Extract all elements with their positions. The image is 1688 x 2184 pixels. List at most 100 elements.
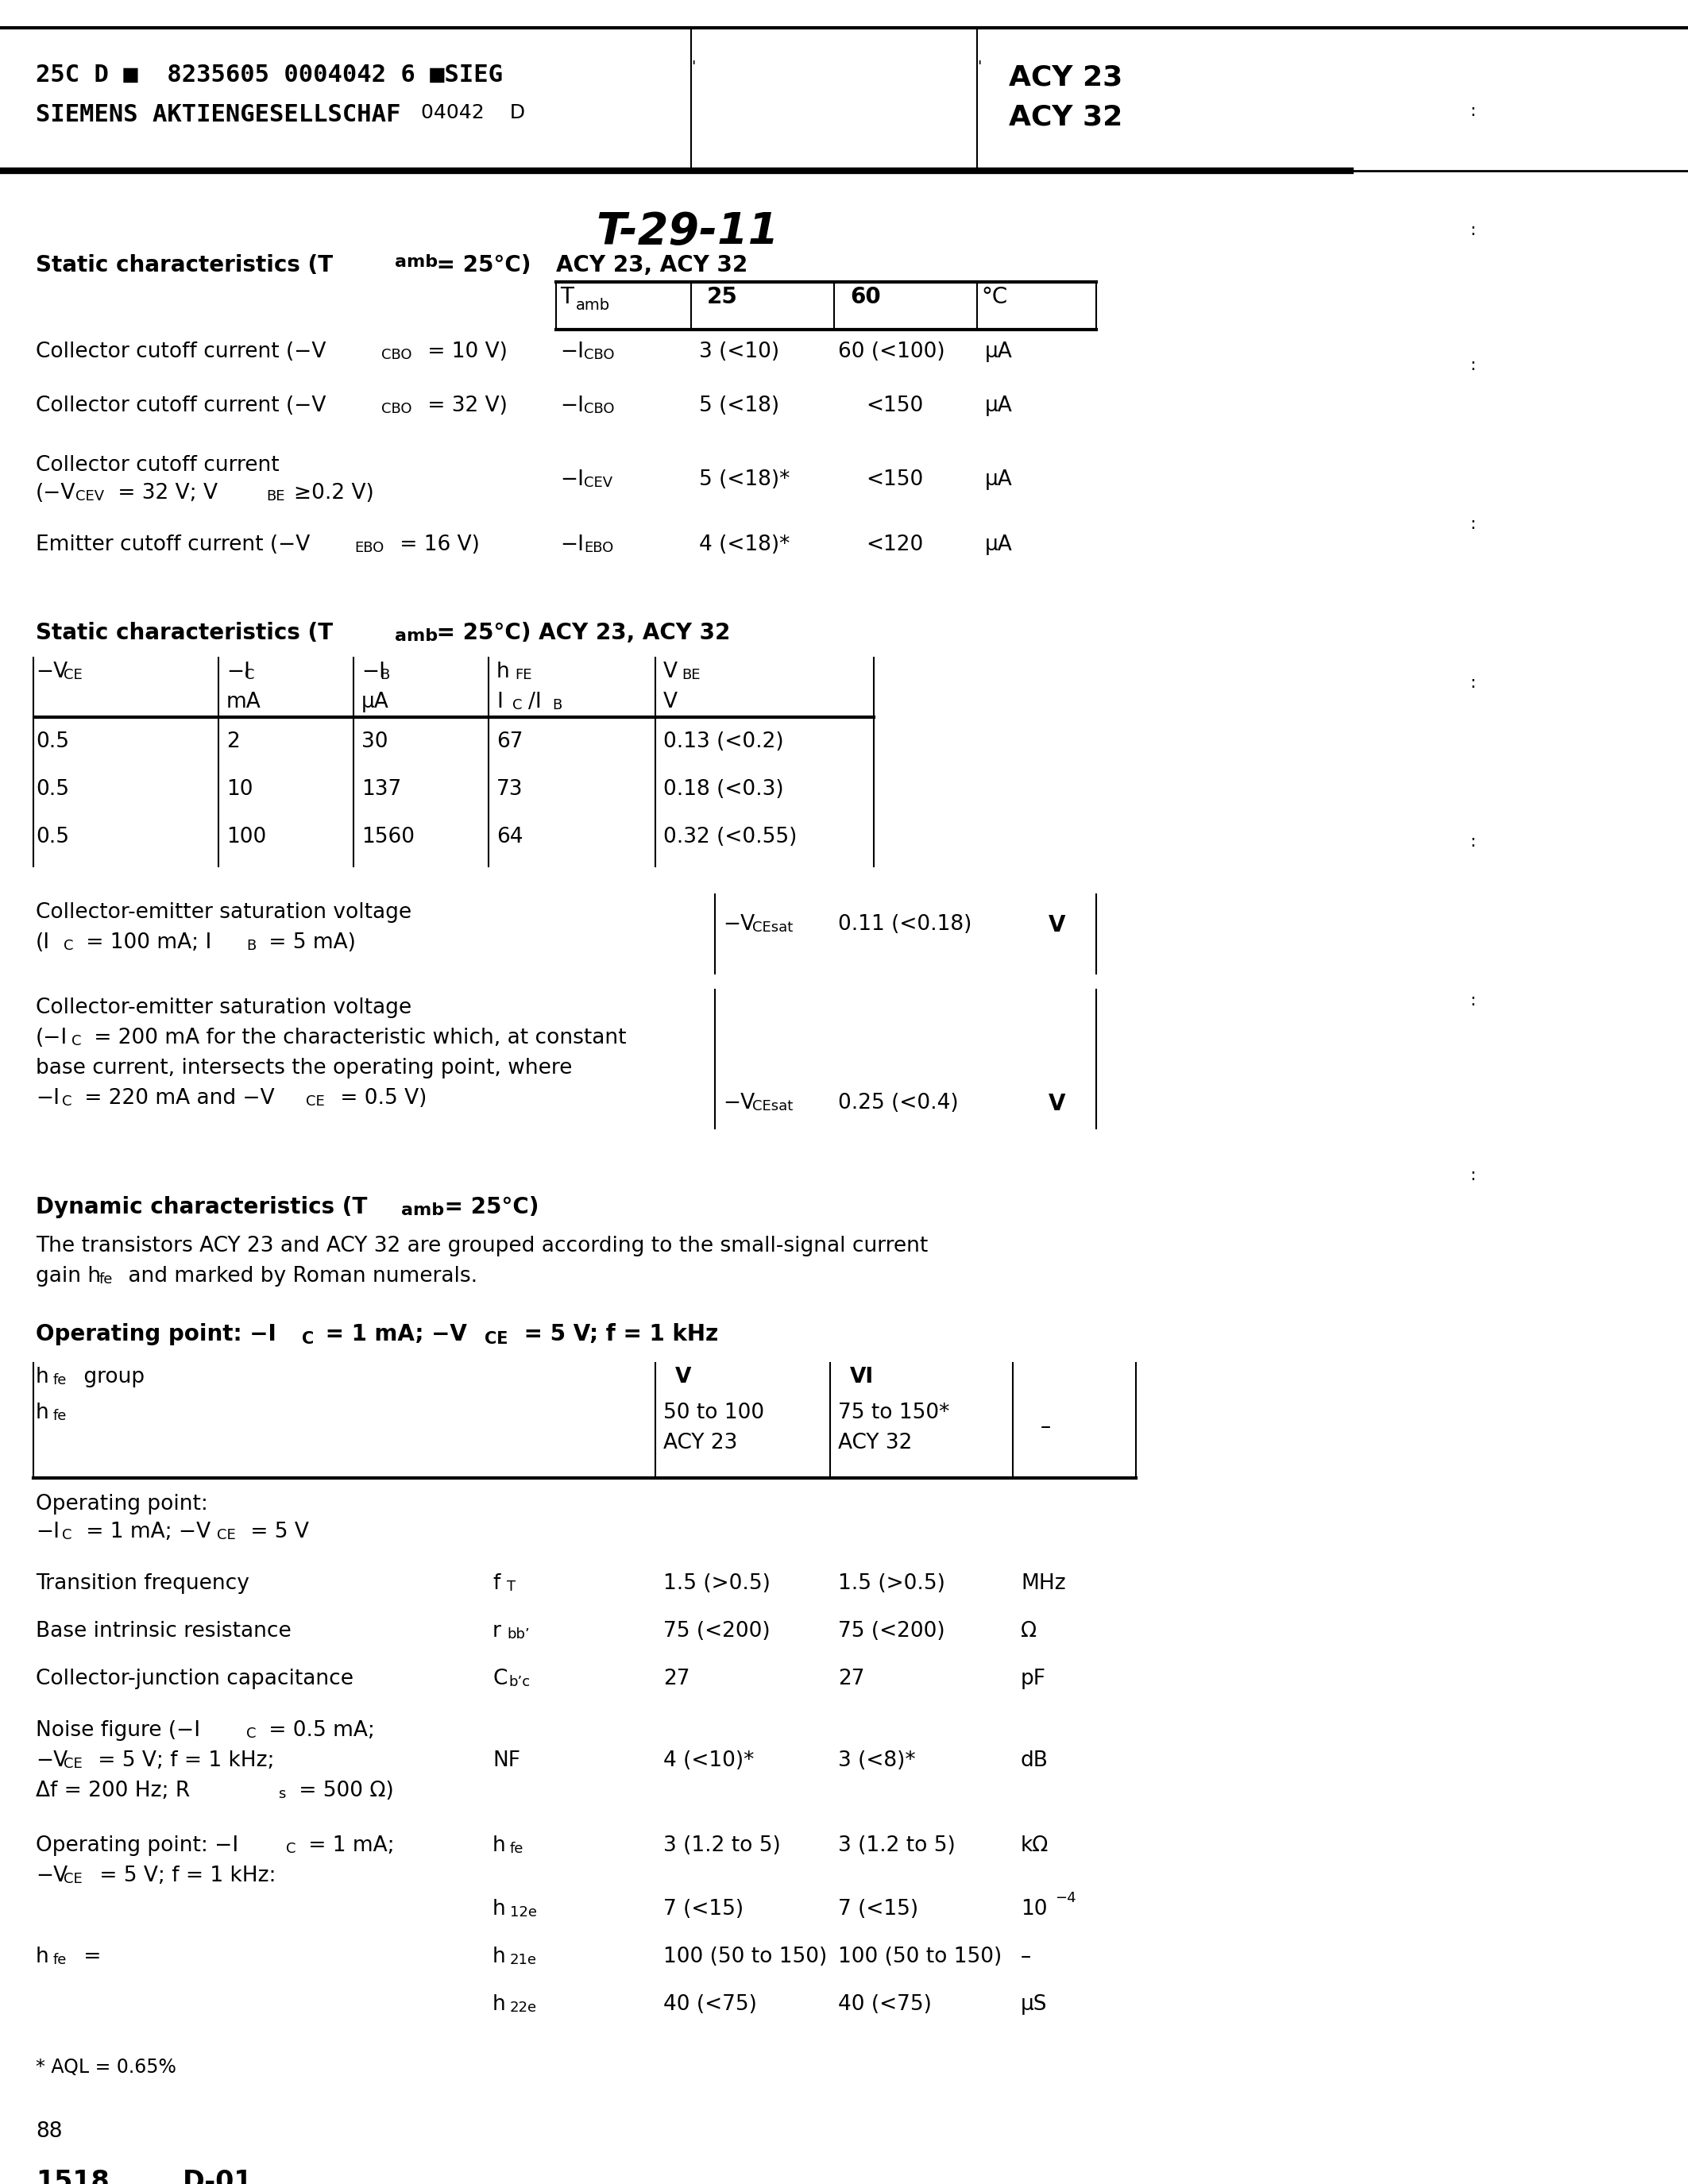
Text: C: C: [62, 1529, 73, 1542]
Text: EBO: EBO: [584, 542, 613, 555]
Text: 1518: 1518: [35, 2169, 110, 2184]
Text: amb: amb: [576, 297, 609, 312]
Text: = 10 V): = 10 V): [420, 341, 508, 363]
Text: 0.25 (<0.4): 0.25 (<0.4): [837, 1092, 959, 1114]
Text: −V: −V: [35, 1749, 68, 1771]
Text: Noise figure (−I: Noise figure (−I: [35, 1721, 201, 1741]
Text: 64: 64: [496, 828, 523, 847]
Text: MHz: MHz: [1021, 1572, 1065, 1594]
Text: I: I: [496, 692, 503, 712]
Text: V: V: [675, 1367, 692, 1387]
Text: 27: 27: [837, 1669, 864, 1688]
Text: Collector-emitter saturation voltage: Collector-emitter saturation voltage: [35, 998, 412, 1018]
Text: 137: 137: [361, 780, 402, 799]
Text: 5 (<18): 5 (<18): [699, 395, 780, 417]
Text: −I: −I: [226, 662, 250, 681]
Text: base current, intersects the operating point, where: base current, intersects the operating p…: [35, 1057, 572, 1079]
Text: −V: −V: [35, 1865, 68, 1887]
Text: 4 (<10)*: 4 (<10)*: [663, 1749, 755, 1771]
Text: h: h: [493, 1898, 506, 1920]
Text: BE: BE: [682, 668, 701, 681]
Text: = 100 mA; I: = 100 mA; I: [79, 933, 211, 952]
Text: EBO: EBO: [354, 542, 383, 555]
Text: ACY 32: ACY 32: [837, 1433, 912, 1452]
Text: Dynamic characteristics (T: Dynamic characteristics (T: [35, 1197, 368, 1219]
Text: :: :: [1470, 103, 1475, 120]
Text: 12e: 12e: [510, 1904, 537, 1920]
Text: CE: CE: [64, 668, 83, 681]
Text: 0.11 (<0.18): 0.11 (<0.18): [837, 915, 972, 935]
Text: BE: BE: [267, 489, 285, 505]
Text: fe: fe: [510, 1841, 523, 1856]
Text: −I: −I: [560, 395, 584, 417]
Text: 60 (<100): 60 (<100): [837, 341, 945, 363]
Text: B: B: [380, 668, 390, 681]
Text: =: =: [78, 1946, 101, 1968]
Text: 27: 27: [663, 1669, 690, 1688]
Text: −V: −V: [722, 1092, 755, 1114]
Text: CEsat: CEsat: [753, 919, 793, 935]
Text: Operating point:: Operating point:: [35, 1494, 208, 1514]
Text: and marked by Roman numerals.: and marked by Roman numerals.: [122, 1267, 478, 1286]
Text: dB: dB: [1021, 1749, 1048, 1771]
Text: −I: −I: [560, 341, 584, 363]
Text: = 5 V; f = 1 kHz: = 5 V; f = 1 kHz: [517, 1324, 719, 1345]
Text: 40 (<75): 40 (<75): [837, 1994, 932, 2016]
Text: ACY 23: ACY 23: [1009, 63, 1123, 90]
Text: 40 (<75): 40 (<75): [663, 1994, 756, 2016]
Text: 100 (50 to 150): 100 (50 to 150): [663, 1946, 827, 1968]
Text: 0.13 (<0.2): 0.13 (<0.2): [663, 732, 783, 751]
Text: 0.5: 0.5: [35, 732, 69, 751]
Text: 67: 67: [496, 732, 523, 751]
Text: −I: −I: [361, 662, 385, 681]
Text: −4: −4: [1055, 1891, 1075, 1904]
Text: 3 (<10): 3 (<10): [699, 341, 780, 363]
Text: 30: 30: [361, 732, 388, 751]
Text: CE: CE: [216, 1529, 236, 1542]
Text: CEsat: CEsat: [753, 1099, 793, 1114]
Text: −V: −V: [722, 915, 755, 935]
Text: = 500 Ω): = 500 Ω): [292, 1780, 393, 1802]
Text: gain h: gain h: [35, 1267, 101, 1286]
Text: C: C: [302, 1330, 314, 1348]
Text: fe: fe: [100, 1273, 113, 1286]
Text: h: h: [35, 1367, 49, 1387]
Text: C: C: [246, 1728, 257, 1741]
Text: CE: CE: [64, 1872, 83, 1887]
Text: Static characteristics (T: Static characteristics (T: [35, 622, 333, 644]
Text: CE: CE: [64, 1756, 83, 1771]
Text: 75 (<200): 75 (<200): [837, 1621, 945, 1642]
Text: The transistors ACY 23 and ACY 32 are grouped according to the small-signal curr: The transistors ACY 23 and ACY 32 are gr…: [35, 1236, 928, 1256]
Text: μS: μS: [1021, 1994, 1047, 2016]
Text: CBO: CBO: [381, 402, 412, 417]
Text: = 25°C) ACY 23, ACY 32: = 25°C) ACY 23, ACY 32: [429, 622, 731, 644]
Text: B: B: [246, 939, 257, 952]
Text: VI: VI: [851, 1367, 874, 1387]
Text: 1560: 1560: [361, 828, 415, 847]
Text: 3 (1.2 to 5): 3 (1.2 to 5): [837, 1835, 955, 1856]
Text: group: group: [78, 1367, 145, 1387]
Text: D-01: D-01: [182, 2169, 253, 2184]
Text: CE: CE: [484, 1330, 508, 1348]
Text: 04042    D: 04042 D: [420, 103, 525, 122]
Text: :: :: [1470, 515, 1475, 533]
Text: amb: amb: [395, 629, 437, 644]
Text: 60: 60: [851, 286, 881, 308]
Text: 25C D ■  8235605 0004042 6 ■SIEG: 25C D ■ 8235605 0004042 6 ■SIEG: [35, 63, 503, 87]
Text: fe: fe: [54, 1952, 68, 1968]
Text: <150: <150: [866, 470, 923, 489]
Text: −I: −I: [560, 470, 584, 489]
Text: C: C: [493, 1669, 506, 1688]
Text: = 0.5 V): = 0.5 V): [334, 1088, 427, 1109]
Text: = 16 V): = 16 V): [393, 535, 479, 555]
Text: f: f: [493, 1572, 500, 1594]
Text: s: s: [279, 1787, 285, 1802]
Text: Collector cutoff current (−V: Collector cutoff current (−V: [35, 395, 326, 417]
Text: 3 (<8)*: 3 (<8)*: [837, 1749, 915, 1771]
Text: ACY 32: ACY 32: [1009, 103, 1123, 131]
Text: 5 (<18)*: 5 (<18)*: [699, 470, 790, 489]
Text: 100 (50 to 150): 100 (50 to 150): [837, 1946, 1003, 1968]
Text: Collector-emitter saturation voltage: Collector-emitter saturation voltage: [35, 902, 412, 924]
Text: C: C: [285, 1841, 295, 1856]
Text: 1.5 (>0.5): 1.5 (>0.5): [837, 1572, 945, 1594]
